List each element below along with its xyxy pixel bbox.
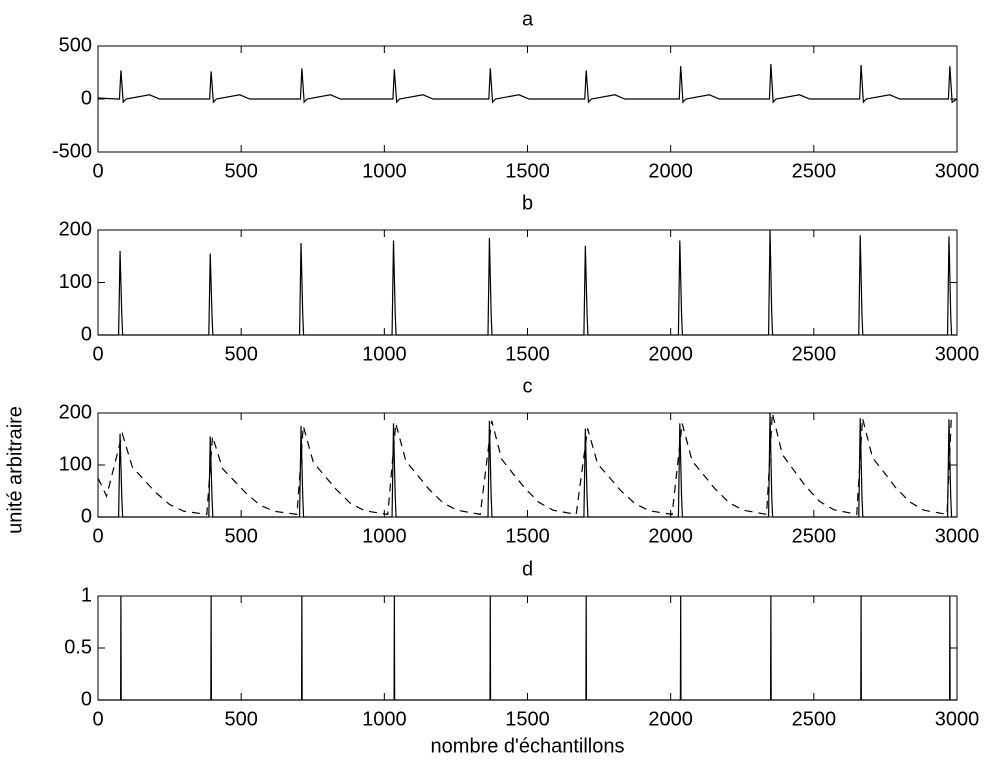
y-tick-label: 100 [59, 271, 92, 293]
data-line [97, 412, 957, 516]
data-line [98, 412, 957, 518]
axes-box [97, 229, 958, 336]
x-tick-label: 2500 [792, 708, 837, 730]
data-line [97, 63, 958, 104]
y-tick-label: 0 [81, 688, 92, 710]
x-tick-label: 1000 [362, 343, 407, 365]
x-tick-label: 1500 [505, 708, 550, 730]
x-tick-label: 3000 [935, 708, 980, 730]
x-tick-label: 0 [92, 708, 103, 730]
x-tick-label: 0 [92, 343, 103, 365]
y-tick-label: 200 [59, 218, 92, 240]
x-tick-label: 2000 [648, 160, 693, 182]
x-tick-label: 0 [92, 160, 103, 182]
x-tick-label: 3000 [935, 160, 980, 182]
x-tick-label: 0 [92, 525, 103, 547]
y-tick-label: 0 [81, 505, 92, 527]
axes-box [97, 595, 958, 701]
axes-box [97, 412, 958, 518]
panel-title: a [522, 8, 534, 30]
x-tick-label: 2500 [792, 343, 837, 365]
x-tick-label: 500 [224, 343, 257, 365]
y-tick-label: 0 [81, 87, 92, 109]
x-tick-label: 500 [224, 708, 257, 730]
x-tick-label: 1500 [505, 160, 550, 182]
data-line [98, 229, 957, 336]
x-tick-label: 1500 [505, 525, 550, 547]
y-tick-label: 200 [59, 401, 92, 423]
panel-title: b [522, 192, 533, 214]
x-tick-label: 3000 [935, 525, 980, 547]
panel-title: d [522, 558, 533, 580]
x-axis-label: nombre d'échantillons [431, 735, 625, 757]
x-tick-label: 2500 [792, 160, 837, 182]
y-tick-label: 100 [59, 453, 92, 475]
x-tick-label: 500 [224, 525, 257, 547]
x-tick-label: 3000 [935, 343, 980, 365]
x-tick-label: 1500 [505, 343, 550, 365]
y-tick-label: 500 [59, 34, 92, 56]
x-tick-label: 1000 [362, 525, 407, 547]
x-tick-label: 2000 [648, 525, 693, 547]
x-tick-label: 1000 [362, 160, 407, 182]
x-tick-label: 1000 [362, 708, 407, 730]
data-line [98, 595, 957, 701]
x-tick-label: 500 [224, 160, 257, 182]
panel-title: c [523, 375, 533, 397]
y-axis-label: unité arbitraire [4, 406, 26, 534]
x-tick-label: 2000 [648, 708, 693, 730]
y-tick-label: 1 [81, 584, 92, 606]
y-tick-label: -500 [52, 140, 92, 162]
x-tick-label: 2000 [648, 343, 693, 365]
y-tick-label: 0.5 [64, 636, 92, 658]
x-tick-label: 2500 [792, 525, 837, 547]
y-tick-label: 0 [81, 323, 92, 345]
